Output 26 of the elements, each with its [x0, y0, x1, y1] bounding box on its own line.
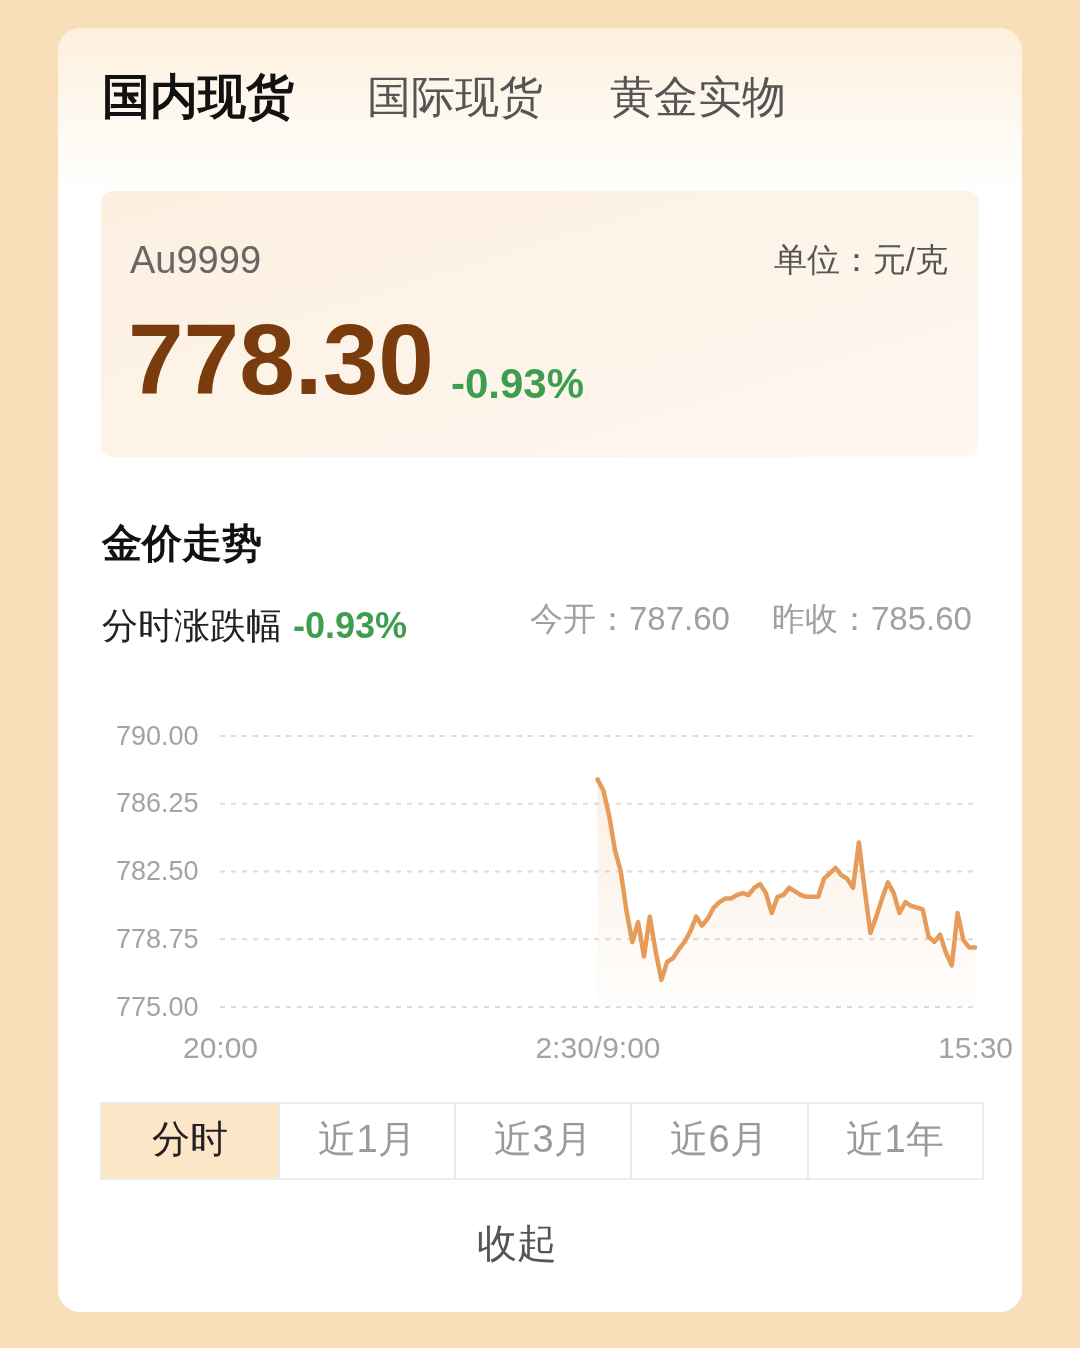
- y-tick-label: 786.25: [115, 788, 199, 819]
- x-tick-label: 20:00: [182, 1030, 259, 1064]
- y-tick-label: 775.00: [115, 991, 199, 1022]
- text: 近1月: [318, 1118, 416, 1160]
- text: 778.30: [128, 303, 434, 415]
- text: 近3月: [494, 1118, 592, 1160]
- text: -0.93%: [293, 605, 408, 646]
- text: 近1年: [846, 1118, 944, 1160]
- y-tick-label: 782.50: [115, 856, 199, 886]
- text: -0.93%: [451, 360, 585, 407]
- x-tick-label: 2:30/9:00: [535, 1030, 661, 1064]
- text: 黄金实物: [610, 72, 786, 121]
- text: 收起: [477, 1221, 557, 1265]
- x-tick-label: 15:30: [937, 1030, 1014, 1064]
- y-tick-label: 778.75: [115, 923, 199, 954]
- text: 昨收：785.60: [772, 600, 972, 637]
- text: 分时涨跌幅: [102, 605, 282, 646]
- text: 单位：元/克: [773, 241, 948, 278]
- text: Au9999: [130, 239, 262, 281]
- text: 分时: [152, 1118, 228, 1160]
- text: 近6月: [670, 1118, 768, 1160]
- text: 国内现货: [102, 70, 294, 123]
- y-tick-label: 790.00: [115, 720, 199, 751]
- chart-title: 金价走势: [101, 521, 262, 565]
- text: 今开：787.60: [530, 600, 730, 637]
- text: 国际现货: [367, 72, 543, 121]
